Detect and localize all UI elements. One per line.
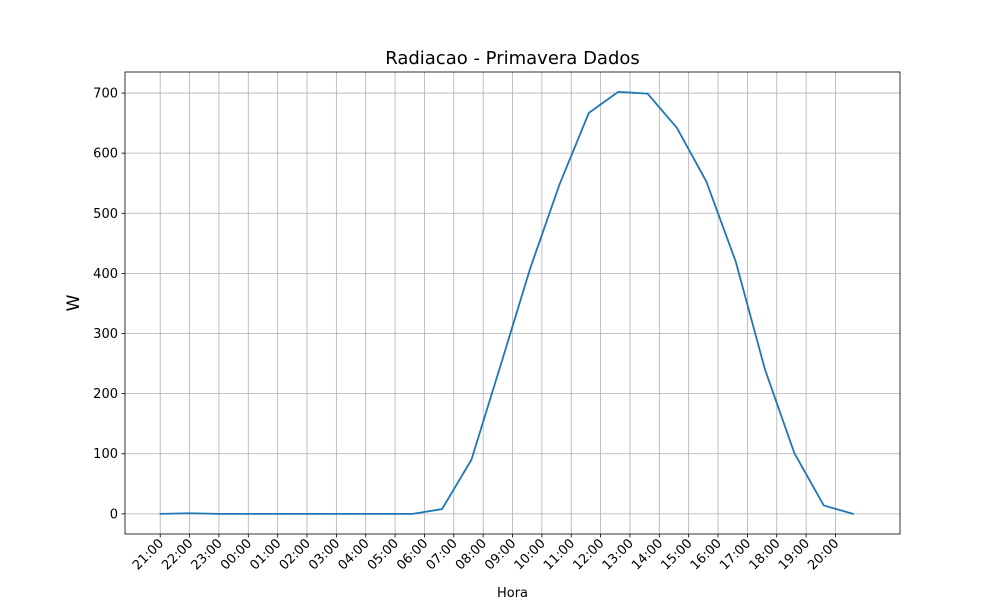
- x-tick-label: 10:00: [512, 536, 549, 573]
- y-tick-label: 400: [93, 267, 118, 282]
- x-tick-label: 01:00: [247, 536, 284, 573]
- x-tick-label: 13:00: [600, 536, 637, 573]
- series-line: [159, 90, 854, 515]
- series-layer: [159, 90, 854, 515]
- y-tick-label: 200: [93, 387, 118, 402]
- x-tick-label: 21:00: [130, 536, 167, 573]
- x-tick-label: 22:00: [159, 536, 196, 573]
- y-axis-label: W: [64, 294, 84, 311]
- x-tick-label: 11:00: [541, 536, 578, 573]
- x-tick-label: 00:00: [218, 536, 255, 573]
- x-tick-label: 06:00: [394, 536, 431, 573]
- x-tick-label: 18:00: [746, 536, 783, 573]
- y-tick-label: 600: [93, 147, 118, 162]
- x-tick-label: 04:00: [335, 536, 372, 573]
- y-tick-label: 100: [93, 447, 118, 462]
- y-tick-label: 700: [93, 87, 118, 102]
- x-tick-label: 09:00: [482, 536, 519, 573]
- x-tick-label: 20:00: [805, 536, 842, 573]
- y-tick-label: 0: [110, 507, 118, 522]
- x-tick-label: 08:00: [453, 536, 490, 573]
- x-tick-label: 05:00: [365, 536, 402, 573]
- x-tick-label: 12:00: [570, 536, 607, 573]
- x-axis-ticks: 21:0022:0023:0000:0001:0002:0003:0004:00…: [130, 534, 842, 573]
- x-tick-label: 03:00: [306, 536, 343, 573]
- x-tick-label: 02:00: [277, 536, 314, 573]
- y-tick-label: 300: [93, 327, 118, 342]
- x-tick-label: 17:00: [717, 536, 754, 573]
- x-tick-label: 07:00: [424, 536, 461, 573]
- chart-title: Radiacao - Primavera Dados: [385, 48, 640, 69]
- x-tick-label: 23:00: [189, 536, 226, 573]
- y-tick-label: 500: [93, 207, 118, 222]
- x-axis-label: Hora: [497, 586, 528, 600]
- y-axis-ticks: 0 100 200 300 400 500 600 700: [93, 87, 125, 522]
- x-tick-label: 16:00: [688, 536, 725, 573]
- vertical-gridlines: [159, 72, 836, 534]
- x-tick-label: 15:00: [658, 536, 695, 573]
- x-tick-label: 19:00: [776, 536, 813, 573]
- x-tick-label: 14:00: [629, 536, 666, 573]
